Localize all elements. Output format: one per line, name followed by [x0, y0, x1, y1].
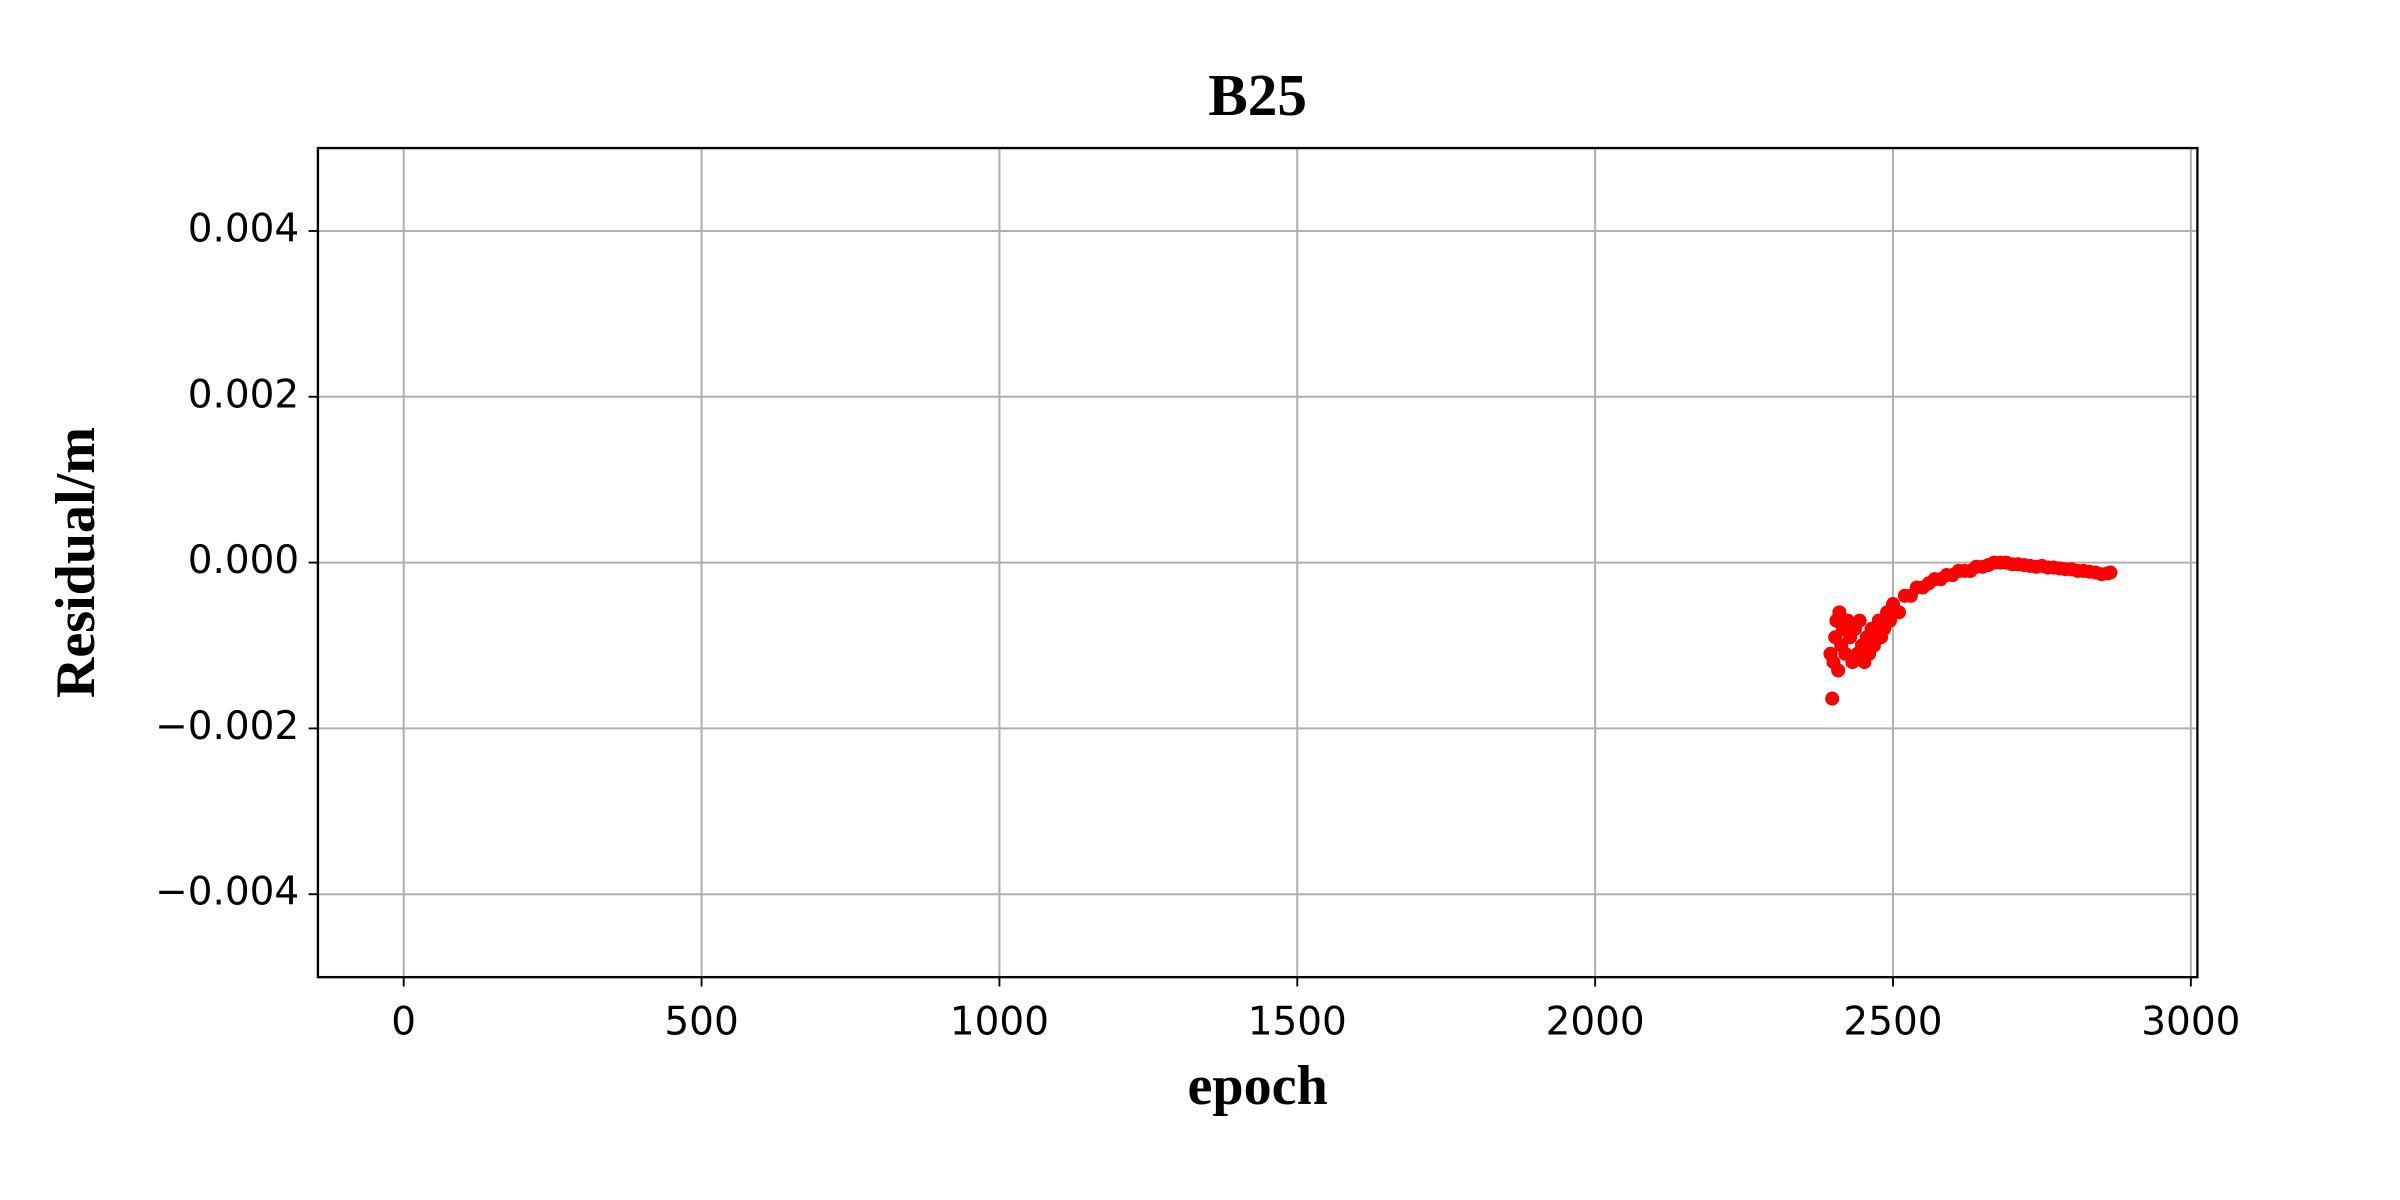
x-tick-label: 1000 — [950, 999, 1049, 1044]
y-axis-label: Residual/m — [45, 427, 107, 698]
point — [1891, 605, 1906, 620]
y-tick-label: 0.002 — [188, 372, 300, 417]
plot-frame — [316, 146, 2199, 979]
chart-title: B25 — [1208, 62, 1307, 128]
y-tick-label: −0.002 — [155, 704, 299, 749]
y-tick-label: 0.000 — [188, 538, 300, 583]
point — [2103, 565, 2118, 580]
point — [1852, 613, 1867, 628]
x-tick-label: 3000 — [2141, 999, 2240, 1044]
x-tick-label: 500 — [664, 999, 738, 1044]
y-tick-label: −0.004 — [155, 870, 299, 915]
point — [1883, 613, 1898, 628]
x-axis-label: epoch — [1188, 1055, 1328, 1117]
x-tick-label: 2000 — [1546, 999, 1645, 1044]
x-tick-label: 1500 — [1248, 999, 1347, 1044]
point — [1825, 691, 1840, 706]
y-tick-label: 0.004 — [188, 206, 300, 251]
x-tick-label: 2500 — [1843, 999, 1942, 1044]
x-tick-label: 0 — [391, 999, 416, 1044]
point — [1831, 663, 1846, 678]
